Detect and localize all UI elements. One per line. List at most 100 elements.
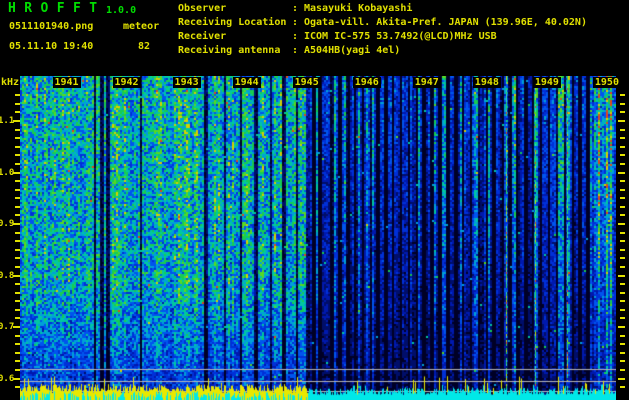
axis-tick <box>620 94 625 97</box>
info-label-antenna: Receiving antenna <box>178 45 281 56</box>
freq-label-0.8: 0.8 <box>0 270 15 281</box>
axis-tick <box>15 291 20 294</box>
axis-tick <box>620 291 625 294</box>
mode-label: meteor <box>123 21 160 32</box>
info-value-location: Ogata-vill. Akita-Pref. JAPAN (139.96E, … <box>304 17 587 28</box>
datetime-label: 05.11.10 19:40 <box>9 41 94 52</box>
info-value-observer: Masayuki Kobayashi <box>304 3 413 14</box>
time-label-1947: 1947 <box>412 77 441 88</box>
info-colon: : <box>292 45 299 56</box>
info-label-observer: Observer <box>178 3 227 14</box>
axis-tick <box>15 343 20 346</box>
axis-tick <box>15 197 20 200</box>
freq-label-0.6: 0.6 <box>0 373 15 384</box>
axis-tick <box>620 231 625 234</box>
axis-tick <box>618 120 625 122</box>
axis-tick <box>620 128 625 131</box>
axis-tick <box>620 386 625 389</box>
app-title: H R O F F T <box>8 1 98 16</box>
axis-tick <box>15 317 20 320</box>
axis-tick <box>618 326 625 328</box>
axis-tick <box>620 111 625 114</box>
axis-tick <box>15 214 20 217</box>
axis-tick <box>15 128 20 131</box>
axis-tick <box>15 102 20 105</box>
axis-tick <box>620 102 625 105</box>
info-label-location: Receiving Location <box>178 17 287 28</box>
axis-tick <box>620 265 625 268</box>
time-label-1945: 1945 <box>292 77 321 88</box>
freq-label-0.9: 0.9 <box>0 219 15 229</box>
axis-tick <box>15 94 20 97</box>
freq-label-1.1: 1.1 <box>0 116 15 126</box>
info-label-receiver: Receiver <box>178 31 227 42</box>
axis-tick <box>620 137 625 140</box>
meteor-count: 82 <box>138 41 151 52</box>
axis-tick <box>620 145 625 148</box>
time-label-1950: 1950 <box>592 77 621 88</box>
axis-tick <box>13 120 20 122</box>
axis-tick <box>620 334 625 337</box>
axis-tick <box>620 240 625 243</box>
axis-tick <box>15 240 20 243</box>
app-version: 1.0.0 <box>106 5 137 16</box>
axis-tick <box>620 162 625 165</box>
axis-tick <box>620 368 625 371</box>
axis-tick <box>620 283 625 286</box>
spectrogram-canvas <box>20 76 616 400</box>
axis-tick <box>620 248 625 251</box>
axis-tick <box>620 197 625 200</box>
axis-tick <box>15 300 20 303</box>
time-label-1943: 1943 <box>172 77 201 88</box>
axis-tick <box>15 231 20 234</box>
axis-tick <box>13 326 20 328</box>
axis-tick <box>15 145 20 148</box>
info-colon: : <box>292 17 299 28</box>
axis-tick <box>15 368 20 371</box>
axis-tick <box>618 274 625 277</box>
axis-tick <box>618 171 625 174</box>
time-label-1949: 1949 <box>532 77 561 88</box>
freq-axis-unit-label: kHz <box>1 77 20 88</box>
axis-tick <box>620 317 625 320</box>
axis-tick <box>620 205 625 208</box>
time-label-1948: 1948 <box>472 77 501 88</box>
axis-tick <box>15 188 20 191</box>
time-label-1944: 1944 <box>232 77 261 88</box>
axis-tick <box>620 180 625 183</box>
output-filename: 0511101940.png <box>9 21 94 32</box>
axis-tick <box>13 274 20 277</box>
axis-tick <box>15 180 20 183</box>
axis-tick <box>15 308 20 311</box>
axis-tick <box>13 377 20 380</box>
axis-tick <box>15 111 20 114</box>
axis-tick <box>13 171 20 174</box>
freq-label-1.0: 1.0 <box>0 167 15 178</box>
info-value-antenna: A504HB(yagi 4el) <box>304 45 401 56</box>
axis-tick <box>15 205 20 208</box>
freq-label-0.7: 0.7 <box>0 322 15 332</box>
axis-tick <box>13 223 20 225</box>
info-colon: : <box>292 31 299 42</box>
axis-tick <box>15 283 20 286</box>
axis-tick <box>620 300 625 303</box>
axis-tick <box>620 343 625 346</box>
info-value-receiver: ICOM IC-575 53.7492(@LCD)MHz USB <box>304 31 497 42</box>
axis-tick <box>620 351 625 354</box>
axis-tick <box>15 248 20 251</box>
axis-tick <box>620 257 625 260</box>
time-label-1942: 1942 <box>112 77 141 88</box>
time-label-1941: 1941 <box>52 77 81 88</box>
axis-tick <box>15 162 20 165</box>
axis-tick <box>620 188 625 191</box>
axis-tick <box>15 154 20 157</box>
axis-tick <box>620 360 625 363</box>
axis-tick <box>15 257 20 260</box>
axis-tick <box>620 154 625 157</box>
axis-tick <box>15 351 20 354</box>
info-colon: : <box>292 3 299 14</box>
axis-tick <box>15 137 20 140</box>
axis-tick <box>620 308 625 311</box>
axis-tick <box>15 334 20 337</box>
